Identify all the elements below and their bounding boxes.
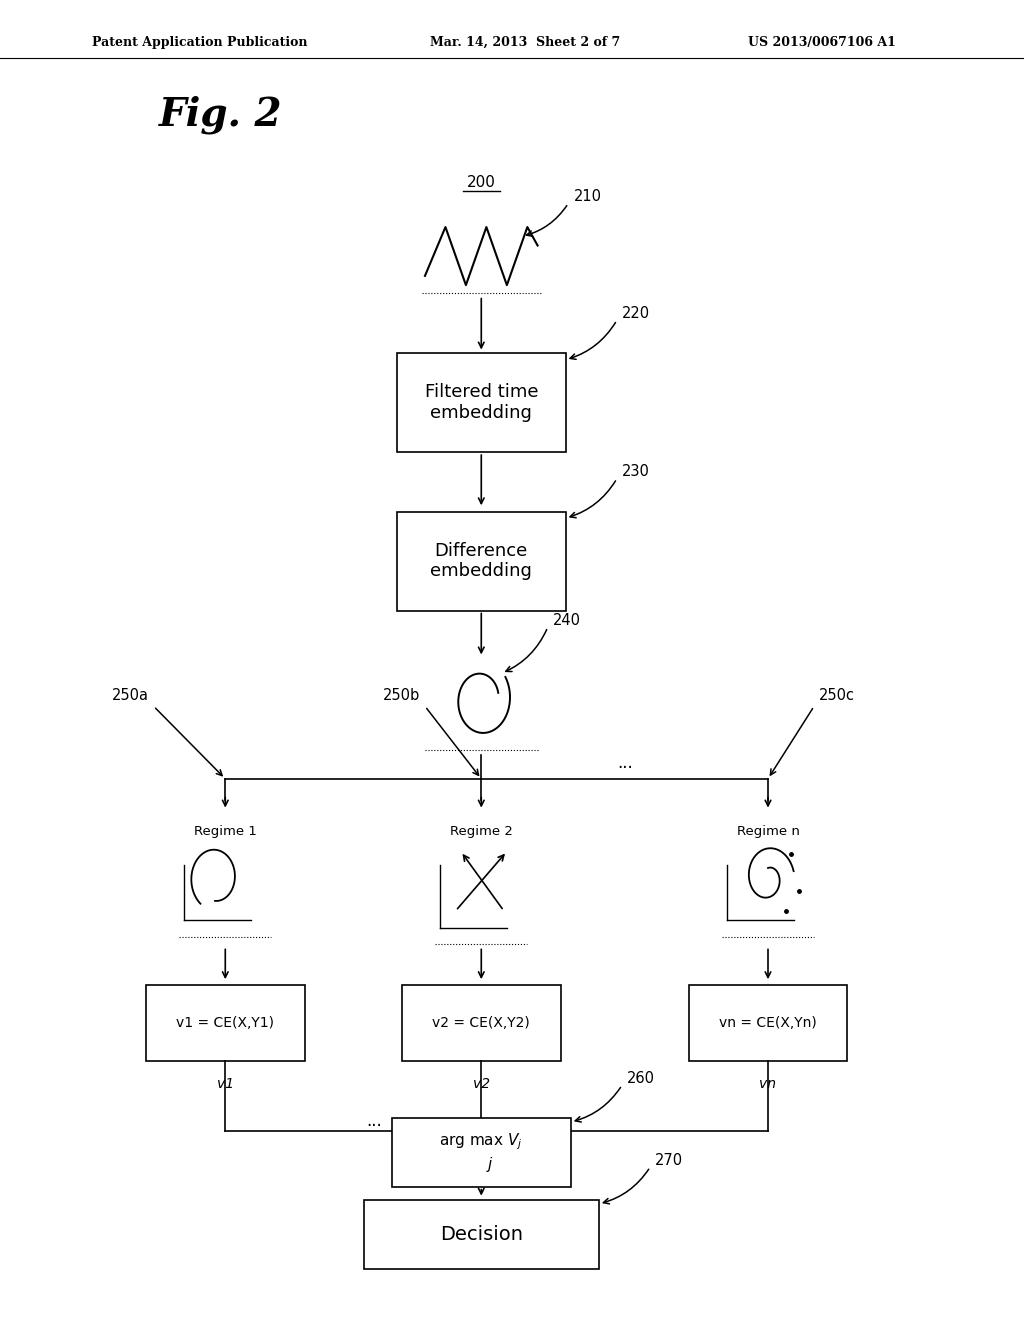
Text: 260: 260 <box>627 1071 655 1086</box>
Text: 250b: 250b <box>383 688 420 704</box>
Text: Regime n: Regime n <box>736 825 800 838</box>
Bar <box>391 1118 570 1187</box>
Text: Regime 2: Regime 2 <box>450 825 513 838</box>
Text: vn = CE(X,Yn): vn = CE(X,Yn) <box>719 1016 817 1030</box>
Text: 250a: 250a <box>112 688 148 704</box>
Text: Difference
embedding: Difference embedding <box>430 541 532 581</box>
Text: US 2013/0067106 A1: US 2013/0067106 A1 <box>748 36 895 49</box>
Text: 200: 200 <box>467 174 496 190</box>
Text: v1 = CE(X,Y1): v1 = CE(X,Y1) <box>176 1016 274 1030</box>
Text: 250c: 250c <box>819 688 855 704</box>
Text: 220: 220 <box>623 306 650 321</box>
Text: Fig. 2: Fig. 2 <box>159 95 283 135</box>
Text: 240: 240 <box>553 612 581 628</box>
Text: vn: vn <box>760 1077 776 1092</box>
Bar <box>364 1200 599 1269</box>
Text: arg max $V_j$
    $j$: arg max $V_j$ $j$ <box>439 1131 523 1173</box>
Bar <box>396 511 565 610</box>
Bar <box>401 985 561 1061</box>
Text: Mar. 14, 2013  Sheet 2 of 7: Mar. 14, 2013 Sheet 2 of 7 <box>430 36 621 49</box>
Text: ...: ... <box>366 1111 382 1130</box>
Text: Patent Application Publication: Patent Application Publication <box>92 36 307 49</box>
Bar <box>146 985 305 1061</box>
Text: 210: 210 <box>573 189 601 205</box>
Text: Filtered time
embedding: Filtered time embedding <box>425 383 538 422</box>
Text: 270: 270 <box>655 1152 683 1168</box>
Text: Regime 1: Regime 1 <box>194 825 257 838</box>
Text: 230: 230 <box>623 465 650 479</box>
Text: v2 = CE(X,Y2): v2 = CE(X,Y2) <box>432 1016 530 1030</box>
Text: Decision: Decision <box>439 1225 523 1243</box>
Text: v2: v2 <box>473 1077 489 1092</box>
Text: v1: v1 <box>217 1077 233 1092</box>
Bar <box>688 985 848 1061</box>
Bar <box>396 354 565 451</box>
Text: ...: ... <box>616 754 633 772</box>
